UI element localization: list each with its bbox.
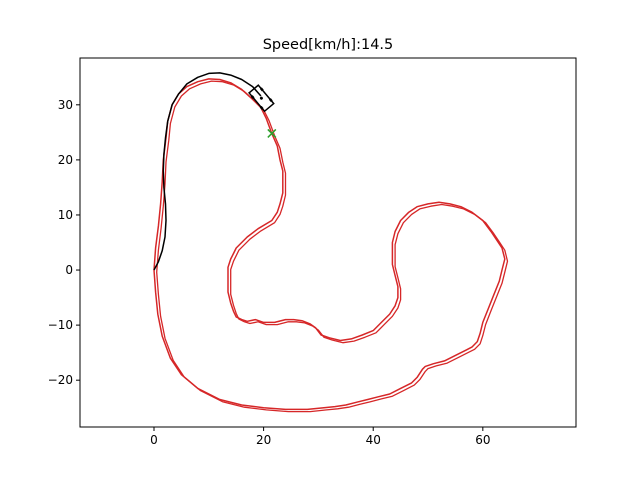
plot-area: 0 20 40 60 −20 −10 0 10 20 30 bbox=[48, 57, 577, 447]
target-marker bbox=[267, 128, 277, 138]
reference-course-line-secondary bbox=[156, 80, 509, 413]
vehicle-wheel bbox=[268, 98, 273, 103]
y-tick-label: −10 bbox=[48, 318, 73, 332]
vehicle-icon bbox=[248, 84, 275, 113]
vehicle-body bbox=[248, 84, 275, 113]
vehicle-wheel bbox=[250, 95, 255, 100]
driven-path-line bbox=[153, 72, 262, 271]
vehicle-wheel bbox=[259, 87, 264, 92]
x-tick-label: 0 bbox=[150, 433, 158, 447]
vehicle-wheel bbox=[259, 105, 264, 110]
x-tick-label: 40 bbox=[366, 433, 381, 447]
y-tick-label: 10 bbox=[58, 208, 73, 222]
x-tick-label: 60 bbox=[475, 433, 490, 447]
axes-frame bbox=[79, 57, 577, 428]
y-tick-label: 30 bbox=[58, 98, 73, 112]
chart-title: Speed[km/h]:14.5 bbox=[263, 37, 394, 53]
vehicle-center bbox=[259, 96, 263, 100]
x-tick-label: 20 bbox=[256, 433, 271, 447]
y-tick-label: 0 bbox=[65, 263, 73, 277]
y-tick-label: −20 bbox=[48, 373, 73, 387]
y-tick-label: 20 bbox=[58, 153, 73, 167]
